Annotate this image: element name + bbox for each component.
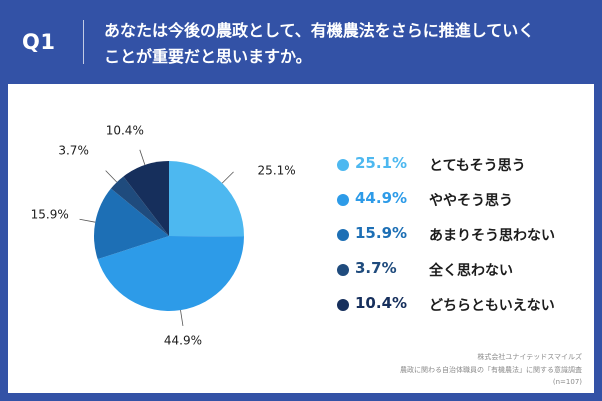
legend-label: とてもそう思う bbox=[429, 158, 526, 174]
header-divider bbox=[83, 20, 84, 64]
pie-slice bbox=[169, 161, 244, 237]
slice-label: 3.7% bbox=[58, 143, 89, 157]
legend-dot-icon bbox=[337, 264, 349, 276]
legend-dot-icon bbox=[337, 229, 349, 241]
legend-percentage: 25.1% bbox=[355, 154, 408, 172]
leader-line bbox=[180, 310, 184, 326]
legend-percentage: 15.9% bbox=[355, 224, 408, 242]
pie-slice bbox=[97, 236, 244, 311]
leader-line bbox=[221, 171, 234, 184]
legend-label: あまりそう思わない bbox=[429, 228, 555, 244]
legend-dot-icon bbox=[337, 299, 349, 311]
legend-label: ややそう思う bbox=[429, 193, 513, 209]
slice-label: 15.9% bbox=[31, 207, 69, 221]
leader-line bbox=[139, 149, 146, 166]
footnote-survey: 農政に関わる自治体職員の「有機農法」に関する意識調査 bbox=[400, 366, 582, 374]
pie-slice bbox=[110, 176, 169, 236]
slice-label: 10.4% bbox=[106, 124, 144, 138]
legend-dot-icon bbox=[337, 194, 349, 206]
header: Q1 あなたは今後の農政として、有機農法をさらに推進していく ことが重要だと思い… bbox=[0, 0, 602, 82]
footnote-company: 株式会社ユナイテッドスマイルズ bbox=[477, 353, 582, 361]
leader-line bbox=[79, 218, 96, 223]
question-text-line1: あなたは今後の農政として、有機農法をさらに推進していく bbox=[104, 21, 535, 40]
slice-label: 25.1% bbox=[258, 164, 296, 178]
pie-slice bbox=[123, 161, 169, 236]
legend-label: どちらともいえない bbox=[429, 298, 555, 314]
legend-percentage: 44.9% bbox=[355, 189, 408, 207]
leader-line bbox=[105, 170, 118, 183]
legend-percentage: 10.4% bbox=[355, 294, 408, 312]
question-number: Q1 bbox=[22, 30, 56, 54]
chart-panel: 25.1% 44.9% 15.9% 3.7% 10.4% 25.1% とてもそう思う 44.… bbox=[8, 84, 594, 393]
pie-chart: 25.1% 44.9% 15.9% 3.7% 10.4% bbox=[31, 124, 296, 348]
footnote-sample-size: (n=107) bbox=[552, 378, 582, 386]
legend-dot-icon bbox=[337, 159, 349, 171]
question-text-line2: ことが重要だと思いますか。 bbox=[104, 47, 312, 66]
slice-label: 44.9% bbox=[164, 333, 202, 347]
legend-percentage: 3.7% bbox=[355, 259, 397, 277]
pie-slice bbox=[94, 188, 169, 260]
legend-label: 全く思わない bbox=[429, 263, 513, 279]
